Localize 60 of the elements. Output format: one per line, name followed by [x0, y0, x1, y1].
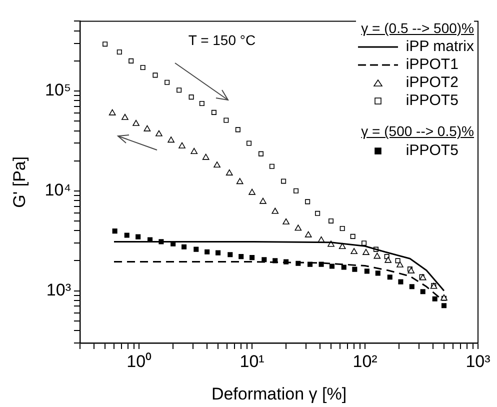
point: [136, 234, 141, 240]
point: [168, 136, 175, 143]
point: [328, 218, 334, 224]
point: [250, 255, 255, 260]
point: [305, 199, 310, 204]
y-axis-title: G' [Pa]: [10, 156, 29, 208]
point: [226, 169, 233, 176]
point: [364, 268, 370, 274]
point: [441, 303, 447, 308]
point: [387, 274, 392, 280]
point: [362, 248, 370, 255]
point: [182, 244, 187, 250]
point: [352, 266, 358, 272]
point: [384, 256, 392, 263]
y-tick-label: 10⁴: [44, 180, 71, 200]
annotation: T = 150 °C: [188, 32, 256, 48]
point: [374, 252, 381, 259]
legend-label: iPPOT1: [406, 56, 458, 74]
point: [236, 178, 244, 184]
point: [341, 264, 346, 270]
point: [420, 289, 426, 294]
point: [228, 252, 233, 258]
point: [194, 246, 199, 252]
point: [282, 218, 290, 224]
legend-label: iPP matrix: [406, 38, 474, 56]
point: [214, 162, 220, 168]
x-tick-label: 10²: [352, 352, 378, 371]
annotation: γ = (500 --> 0.5)%: [360, 123, 474, 140]
legend-label: iPPOT2: [406, 74, 458, 92]
point: [408, 267, 415, 274]
x-axis-title: Deformation γ [%]: [211, 384, 347, 404]
point: [294, 224, 302, 231]
legend-label: iPPOT5: [406, 142, 458, 160]
point: [398, 279, 404, 284]
point: [190, 148, 198, 154]
x-tick-label: 10¹: [240, 352, 265, 371]
point: [248, 188, 256, 195]
point: [260, 198, 266, 204]
point: [338, 242, 346, 250]
point: [238, 254, 244, 260]
point: [375, 270, 380, 276]
point: [329, 264, 335, 269]
point: [112, 228, 118, 234]
y-tick-label: 10³: [46, 280, 72, 300]
point: [124, 232, 130, 238]
point: [396, 261, 404, 268]
x-tick-label: 10³: [466, 352, 491, 371]
point: [350, 248, 358, 254]
point: [432, 296, 438, 302]
legend-title: γ = (0.5 --> 500)%: [360, 20, 474, 36]
y-tick-label: 10⁵: [45, 80, 71, 100]
point: [409, 284, 414, 290]
point: [216, 250, 221, 256]
point: [340, 226, 345, 232]
point: [272, 208, 279, 214]
point: [304, 231, 312, 238]
x-tick-label: 10⁰: [126, 352, 152, 371]
point: [204, 249, 210, 254]
legend-label: iPPOT5: [406, 92, 458, 110]
point: [202, 154, 210, 160]
